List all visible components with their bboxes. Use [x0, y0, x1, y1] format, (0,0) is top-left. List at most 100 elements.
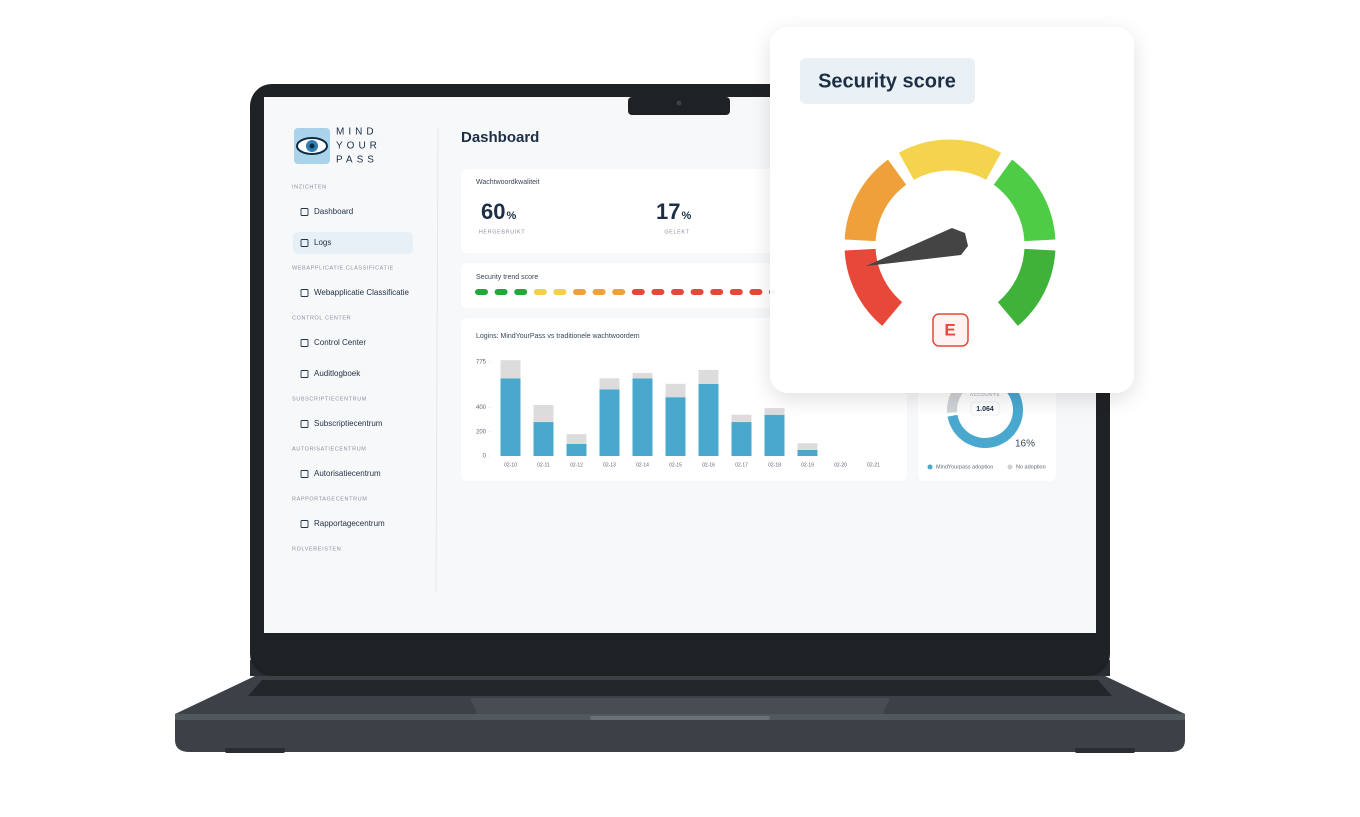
- gauge-arc: [844, 248, 903, 326]
- nav-icon: [300, 370, 309, 378]
- gauge-arc: [898, 139, 1002, 181]
- score-card: Security score E: [770, 27, 1134, 393]
- bar: [500, 378, 521, 456]
- y-tick-label: 200: [476, 429, 487, 435]
- bar: [764, 408, 785, 415]
- stat-unit: %: [506, 210, 516, 222]
- trend-dash: [475, 289, 488, 295]
- trend-dash: [671, 289, 684, 295]
- bar: [533, 405, 554, 423]
- stat-label: GELEKT: [664, 229, 689, 235]
- nav-icon: [300, 420, 309, 428]
- bar: [632, 378, 653, 456]
- trend-dash: [612, 289, 626, 295]
- donut-pct: 16%: [1015, 439, 1035, 450]
- y-tick-label: 0: [483, 454, 487, 460]
- nav-icon: [300, 239, 309, 247]
- bar: [566, 443, 587, 456]
- nav-heading: AUTORISATIECENTRUM: [292, 446, 366, 452]
- nav-icon: [300, 208, 309, 216]
- x-tick-label: 02-11: [537, 462, 550, 468]
- trend-dash: [690, 289, 704, 295]
- nav-active: [293, 232, 413, 254]
- x-tick-label: 02-10: [504, 462, 517, 468]
- donut-value: 1.064: [976, 406, 994, 413]
- nav-icon: [300, 520, 309, 528]
- gauge-arc: [997, 248, 1056, 326]
- trend-dash: [553, 289, 567, 295]
- bar: [731, 414, 752, 423]
- nav-icon: [300, 339, 309, 347]
- bar: [533, 422, 554, 456]
- bar: [665, 397, 686, 456]
- nav-item[interactable]: Rapportagecentrum: [314, 519, 385, 528]
- card-title: Wachtwoordkwaliteit: [476, 179, 540, 186]
- x-tick-label: 02-13: [603, 462, 616, 468]
- bar: [599, 378, 620, 390]
- page-title: Dashboard: [461, 129, 539, 146]
- gauge-arc: [844, 159, 907, 242]
- nav-item[interactable]: Control Center: [314, 338, 366, 347]
- bar: [698, 369, 719, 384]
- bar: [665, 383, 686, 398]
- bar: [764, 414, 785, 456]
- y-tick-label: 775: [476, 360, 487, 366]
- stat-value: 60: [481, 199, 505, 224]
- x-tick-label: 02-17: [735, 462, 748, 468]
- stats: 60 % HERGEBRUIKT 17 % GELEKT: [479, 199, 692, 236]
- grade: E: [944, 320, 955, 339]
- sidebar: MIND YOUR PASS: [294, 127, 439, 593]
- nav: INZICHTEN Dashboard Logs WEBAPPLICATIE CLAS…: [292, 184, 413, 552]
- legend-label: No adoption: [1016, 464, 1046, 470]
- x-tick-label: 02-19: [801, 462, 814, 468]
- bar: [797, 443, 818, 450]
- trend-dash: [514, 289, 528, 295]
- nav-heading: WEBAPPLICATIE CLASSIFICATIE: [292, 265, 394, 271]
- x-tick-label: 02-21: [867, 462, 880, 468]
- nav-item[interactable]: Logs: [314, 238, 331, 247]
- nav-item[interactable]: Webapplicatie Classificatie: [314, 288, 410, 297]
- trend-dash: [729, 289, 743, 295]
- nav-heading: RAPPORTAGECENTRUM: [292, 496, 367, 502]
- donut-label: ACCOUNTS: [970, 392, 1000, 397]
- bar: [731, 422, 752, 456]
- nav-item[interactable]: Dashboard: [314, 207, 353, 216]
- stat-label: HERGEBRUIKT: [479, 229, 525, 235]
- legend-label: MindYourpass adoption: [936, 464, 993, 470]
- trend-dash: [592, 289, 606, 295]
- nav-icon: [300, 289, 309, 297]
- nav-heading: CONTROL CENTER: [292, 315, 351, 321]
- nav-item[interactable]: Subscriptiecentrum: [314, 419, 383, 428]
- x-tick-label: 02-18: [768, 462, 781, 468]
- trend-dash: [631, 289, 645, 295]
- donut-value-box: [970, 401, 1000, 416]
- gauge-arc: [993, 159, 1056, 242]
- logo-text: MIND: [336, 127, 378, 138]
- trend-dash: [494, 289, 508, 295]
- chart: 0 200 400 775 02-10 02-11 02-12 02-13 02-14 02-15…: [476, 360, 880, 469]
- stat-value: 17: [656, 199, 680, 224]
- nav-item[interactable]: Autorisatiecentrum: [314, 469, 381, 478]
- trend-dash: [573, 289, 586, 295]
- card-title: Security trend score: [476, 274, 538, 281]
- trend-dash: [749, 289, 763, 295]
- legend-dot: [1007, 464, 1013, 470]
- nav-item[interactable]: Auditlogboek: [314, 369, 361, 378]
- trend-dash: [533, 289, 547, 295]
- x-tick-label: 02-15: [669, 462, 682, 468]
- chart-title: Logins: MindYourPass vs traditionele wac…: [476, 333, 640, 340]
- logo-text: YOUR: [336, 141, 381, 152]
- gauge: [844, 139, 1056, 326]
- x-tick-label: 02-12: [570, 462, 583, 468]
- trend-dash: [651, 289, 665, 295]
- legend-dot: [927, 464, 933, 470]
- nav-icon: [300, 470, 309, 478]
- nav-heading: SUBSCRIPTIECENTRUM: [292, 396, 367, 402]
- score-title: Security score: [818, 70, 956, 92]
- nav-heading: INZICHTEN: [292, 184, 327, 190]
- stat-unit: %: [681, 210, 691, 222]
- bar: [599, 389, 620, 456]
- logo-text: PASS: [336, 155, 378, 166]
- x-tick-label: 02-20: [834, 462, 847, 468]
